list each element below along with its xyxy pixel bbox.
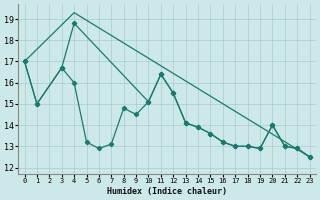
X-axis label: Humidex (Indice chaleur): Humidex (Indice chaleur): [107, 187, 227, 196]
